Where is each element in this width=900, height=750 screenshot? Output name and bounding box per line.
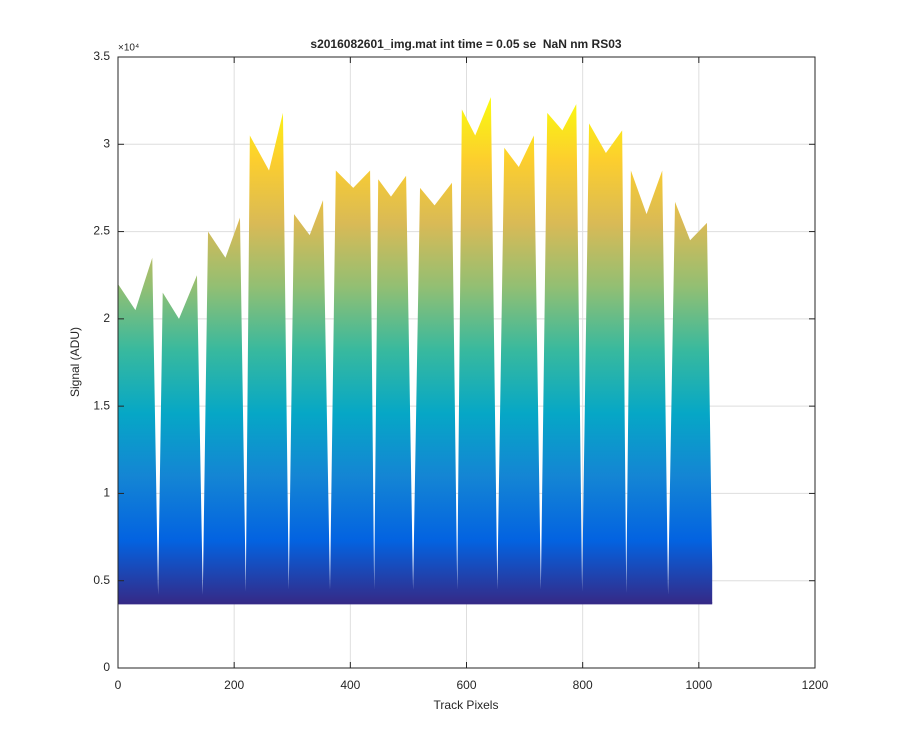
x-tick-label: 600: [456, 678, 476, 692]
y-tick-label: 3: [103, 136, 110, 150]
y-tick-label: 0: [103, 660, 110, 674]
x-tick-label: 800: [573, 678, 593, 692]
y-exponent: ×10⁴: [118, 43, 139, 54]
signal-area: [118, 97, 713, 604]
chart-title: s2016082601_img.mat int time = 0.05 se N…: [310, 37, 621, 51]
x-axis-label: Track Pixels: [434, 698, 499, 712]
y-tick-label: 0.5: [93, 573, 110, 587]
y-tick-label: 3.5: [93, 49, 110, 63]
x-tick-label: 0: [115, 678, 122, 692]
x-tick-label: 400: [340, 678, 360, 692]
y-tick-label: 1.5: [93, 398, 110, 412]
x-tick-label: 1000: [685, 678, 712, 692]
y-axis-label: Signal (ADU): [68, 327, 82, 397]
x-tick-label: 200: [224, 678, 244, 692]
y-tick-label: 1: [103, 486, 110, 500]
y-tick-label: 2: [103, 311, 110, 325]
y-tick-label: 2.5: [93, 224, 110, 238]
x-tick-label: 1200: [802, 678, 829, 692]
